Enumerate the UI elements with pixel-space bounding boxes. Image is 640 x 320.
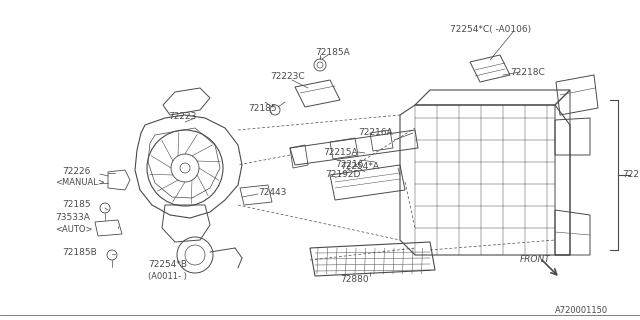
Text: 72185A: 72185A xyxy=(315,48,349,57)
Text: A720001150: A720001150 xyxy=(555,306,608,315)
Text: 72223C: 72223C xyxy=(270,72,305,81)
Text: 72880: 72880 xyxy=(340,275,369,284)
Text: 72210: 72210 xyxy=(622,170,640,179)
Text: 72185B: 72185B xyxy=(62,248,97,257)
Text: 72443: 72443 xyxy=(258,188,286,197)
Text: 72215A: 72215A xyxy=(323,148,358,157)
Text: 72223: 72223 xyxy=(168,112,196,121)
Text: 72216: 72216 xyxy=(335,160,364,169)
Text: 72216A: 72216A xyxy=(358,128,392,137)
Text: 72185: 72185 xyxy=(248,104,276,113)
Text: 72185: 72185 xyxy=(62,200,91,209)
Text: <MANUAL>: <MANUAL> xyxy=(55,178,105,187)
Text: (A0011- ): (A0011- ) xyxy=(148,272,187,281)
Text: 72192D: 72192D xyxy=(325,170,360,179)
Text: 72254*B: 72254*B xyxy=(148,260,187,269)
Text: 72254*A: 72254*A xyxy=(340,162,379,171)
Text: FRONT: FRONT xyxy=(520,255,551,264)
Text: 72254*C( -A0106): 72254*C( -A0106) xyxy=(450,25,531,34)
Text: 72218C: 72218C xyxy=(510,68,545,77)
Text: 73533A: 73533A xyxy=(55,213,90,222)
Text: <AUTO>: <AUTO> xyxy=(55,225,93,234)
Text: 72226: 72226 xyxy=(62,167,90,176)
